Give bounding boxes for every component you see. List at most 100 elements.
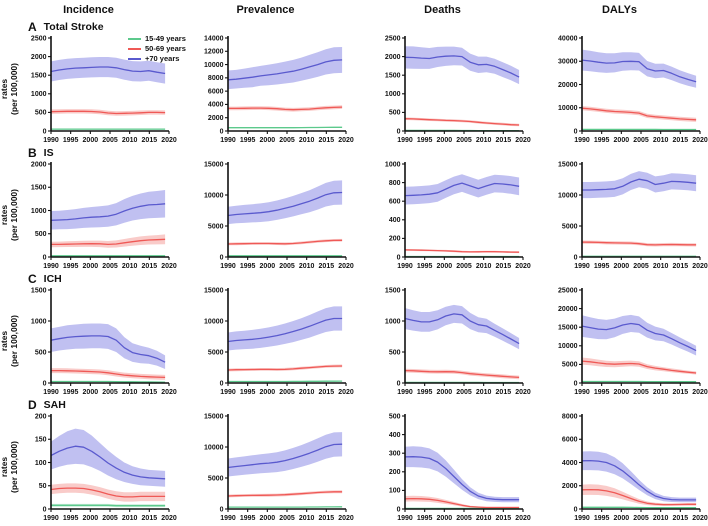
svg-text:1500: 1500 <box>385 287 401 294</box>
svg-text:500: 500 <box>389 349 401 356</box>
svg-text:1990: 1990 <box>397 389 413 396</box>
svg-text:2015: 2015 <box>142 515 158 522</box>
svg-text:2005: 2005 <box>102 137 118 144</box>
svg-text:10000: 10000 <box>558 192 578 199</box>
svg-text:2005: 2005 <box>279 263 295 270</box>
svg-text:1500: 1500 <box>385 73 401 80</box>
column-header-incidence: Incidence <box>63 4 114 16</box>
svg-text:2020: 2020 <box>338 263 354 270</box>
svg-text:2015: 2015 <box>319 137 335 144</box>
chart-is-dalys: 0 5000 10000 15000 1990 1995 2000 2005 2010 2015 2… <box>558 161 708 270</box>
chart-ich-deaths: 0 500 1000 1500 1990 1995 2000 2005 2010 2015 2020 <box>385 287 531 396</box>
legend-item-15-49: 15-49 years <box>128 34 186 43</box>
svg-text:1990: 1990 <box>397 263 413 270</box>
svg-text:2000: 2000 <box>437 389 453 396</box>
svg-text:2015: 2015 <box>673 515 689 522</box>
svg-text:5000: 5000 <box>562 223 578 230</box>
svg-text:15000: 15000 <box>204 413 224 420</box>
svg-text:12000: 12000 <box>204 49 224 56</box>
panel-sah-dalys: 0 2000 4000 6000 8000 1990 1995 2000 2005 2010 201… <box>531 411 708 523</box>
svg-text:10000: 10000 <box>558 105 578 112</box>
svg-text:500: 500 <box>35 231 47 238</box>
svg-text:2015: 2015 <box>673 137 689 144</box>
svg-text:2020: 2020 <box>338 515 354 522</box>
svg-text:0: 0 <box>397 380 401 387</box>
legend-item-70plus: +70 years <box>128 54 186 63</box>
svg-text:2015: 2015 <box>496 515 512 522</box>
svg-text:400: 400 <box>389 217 401 224</box>
svg-text:2015: 2015 <box>496 263 512 270</box>
svg-text:2005: 2005 <box>279 137 295 144</box>
svg-text:2000: 2000 <box>31 161 47 168</box>
svg-text:2020: 2020 <box>515 263 531 270</box>
svg-text:2020: 2020 <box>692 263 708 270</box>
svg-text:2010: 2010 <box>299 137 315 144</box>
panel-total-stroke-dalys: 0 10000 20000 30000 40000 1990 1995 2000 2005 201… <box>531 33 708 145</box>
svg-text:0: 0 <box>220 254 224 261</box>
svg-text:10000: 10000 <box>204 318 224 325</box>
svg-text:200: 200 <box>35 413 47 420</box>
svg-text:2000: 2000 <box>437 263 453 270</box>
svg-text:2020: 2020 <box>161 515 177 522</box>
row-sah: D SAH rates (per 100,000) 0 50 100 150 200 199… <box>0 398 708 524</box>
svg-text:1000: 1000 <box>385 161 401 168</box>
svg-text:50: 50 <box>39 483 47 490</box>
svg-text:0: 0 <box>43 380 47 387</box>
svg-text:1995: 1995 <box>594 263 610 270</box>
row-letter: D <box>28 397 37 412</box>
svg-text:1995: 1995 <box>240 515 256 522</box>
svg-text:1990: 1990 <box>220 389 236 396</box>
svg-text:14000: 14000 <box>204 35 224 42</box>
svg-text:2010: 2010 <box>653 137 669 144</box>
svg-text:2010: 2010 <box>122 137 138 144</box>
legend-swatch <box>128 57 141 60</box>
svg-text:1990: 1990 <box>397 137 413 144</box>
svg-text:0: 0 <box>574 380 578 387</box>
svg-text:2020: 2020 <box>692 389 708 396</box>
svg-text:2005: 2005 <box>279 389 295 396</box>
svg-text:1000: 1000 <box>31 208 47 215</box>
svg-text:6000: 6000 <box>562 437 578 444</box>
svg-text:2015: 2015 <box>142 389 158 396</box>
svg-text:2500: 2500 <box>31 35 47 42</box>
svg-text:20000: 20000 <box>558 82 578 89</box>
row-total-stroke: A Total Stroke rates (per 100,000) 0 500 10… <box>0 20 708 146</box>
svg-text:1990: 1990 <box>43 263 59 270</box>
svg-text:8000: 8000 <box>208 75 224 82</box>
panel-is-dalys: 0 5000 10000 15000 1990 1995 2000 2005 2010 2015 2… <box>531 159 708 271</box>
svg-text:2000: 2000 <box>83 389 99 396</box>
svg-text:2015: 2015 <box>319 515 335 522</box>
panel-total-stroke-incidence: rates (per 100,000) 0 500 1000 1500 2000 2500 1… <box>0 33 177 145</box>
svg-text:8000: 8000 <box>562 413 578 420</box>
svg-text:2015: 2015 <box>496 137 512 144</box>
row-letter: A <box>28 19 37 34</box>
panel-is-prevalence: 0 5000 10000 15000 1990 1995 2000 2005 2010 2015 2… <box>177 159 354 271</box>
svg-text:40000: 40000 <box>558 35 578 42</box>
svg-text:2010: 2010 <box>122 515 138 522</box>
svg-text:1995: 1995 <box>63 137 79 144</box>
svg-text:1500: 1500 <box>31 73 47 80</box>
svg-text:2010: 2010 <box>476 389 492 396</box>
row-name: SAH <box>43 398 66 411</box>
svg-text:1990: 1990 <box>220 263 236 270</box>
svg-text:1990: 1990 <box>574 389 590 396</box>
svg-text:2005: 2005 <box>102 263 118 270</box>
svg-text:2015: 2015 <box>142 137 158 144</box>
svg-text:10000: 10000 <box>204 192 224 199</box>
svg-text:2020: 2020 <box>515 137 531 144</box>
svg-text:6000: 6000 <box>208 88 224 95</box>
svg-text:2020: 2020 <box>515 515 531 522</box>
svg-text:500: 500 <box>389 413 401 420</box>
panel-total-stroke-deaths: 0 500 1000 1500 2000 2500 1990 1995 2000 2005 2010… <box>354 33 531 145</box>
svg-text:1000: 1000 <box>385 91 401 98</box>
svg-text:1995: 1995 <box>417 137 433 144</box>
panel-is-deaths: 0 200 400 600 800 1000 1990 1995 2000 2005 2010 201… <box>354 159 531 271</box>
svg-text:2015: 2015 <box>319 389 335 396</box>
svg-text:1995: 1995 <box>240 137 256 144</box>
svg-text:500: 500 <box>35 110 47 117</box>
svg-text:1995: 1995 <box>63 263 79 270</box>
svg-text:500: 500 <box>35 349 47 356</box>
svg-text:2015: 2015 <box>673 389 689 396</box>
